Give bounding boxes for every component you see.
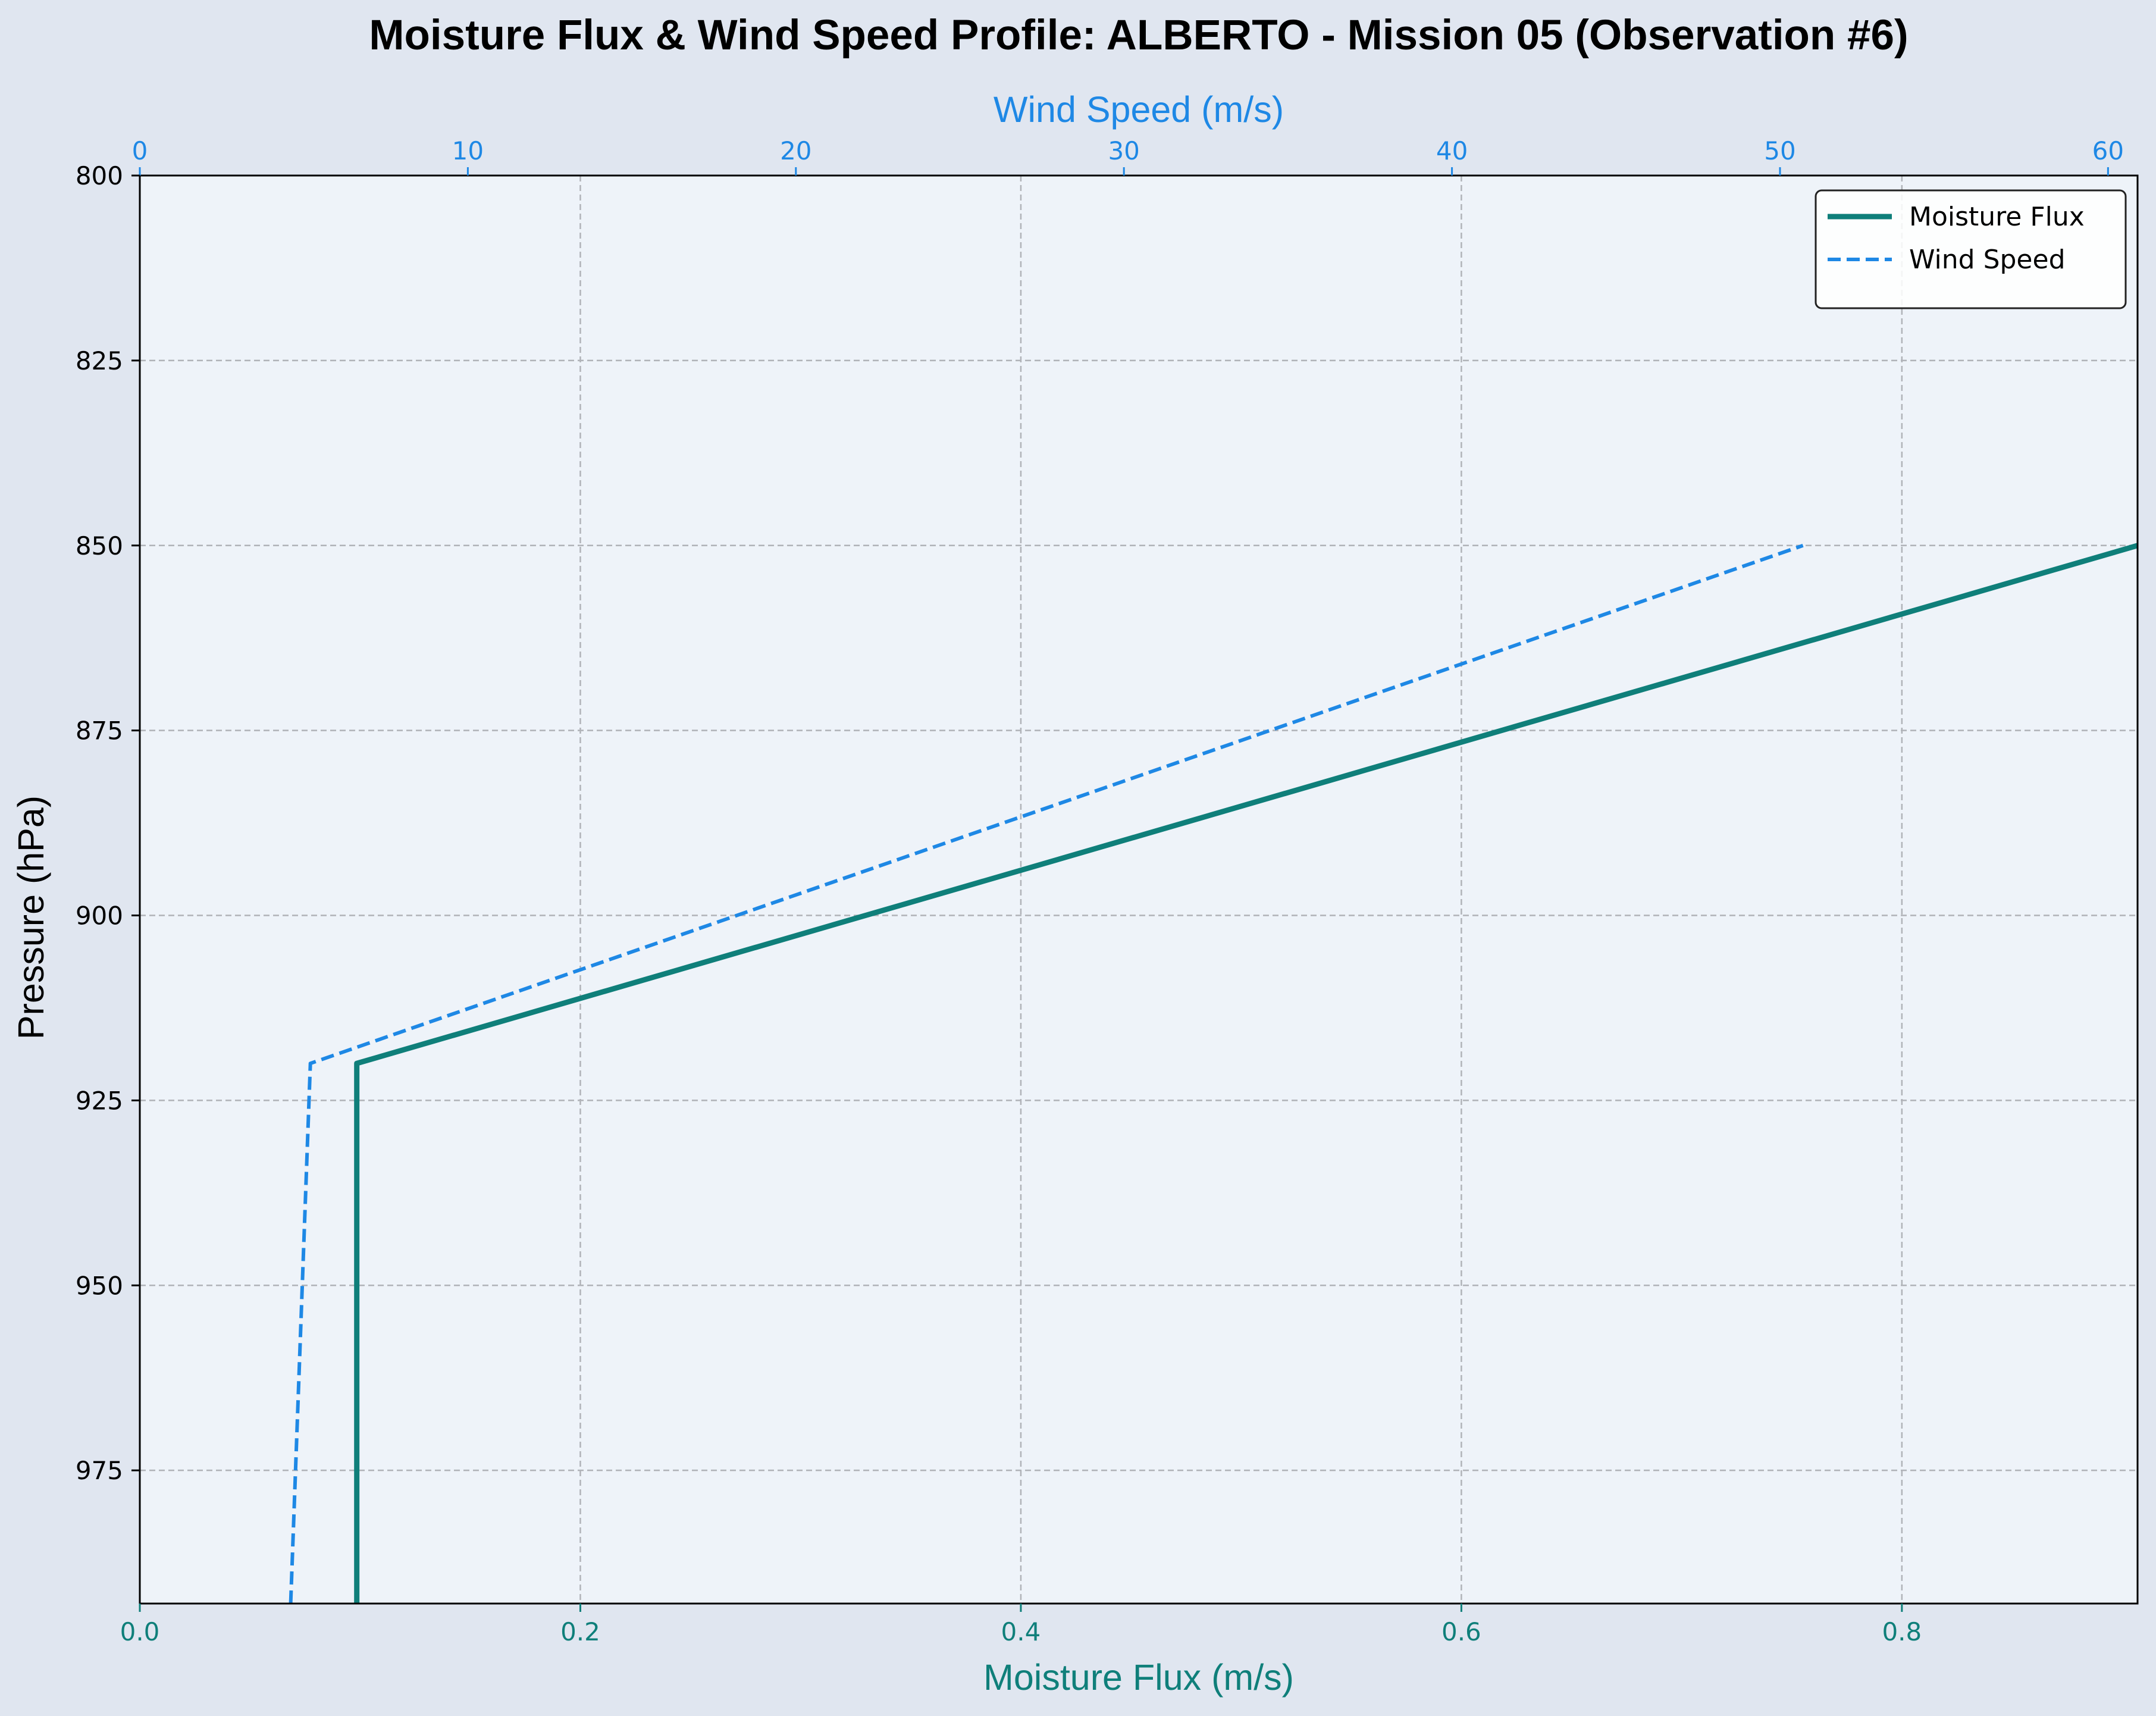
y-axis-title: Pressure (hPa) (11, 796, 51, 1039)
legend-label-moisture-flux: Moisture Flux (1909, 202, 2085, 232)
legend-box (1815, 189, 2127, 309)
x-tick-label: 0.4 (1001, 1617, 1041, 1646)
grid (140, 176, 2138, 1604)
x2-tick-label: 40 (1436, 136, 1468, 165)
x2-tick-label: 20 (780, 136, 811, 165)
series-layer (289, 543, 2139, 1604)
x2-tick-label: 60 (2092, 136, 2124, 165)
plot-area (140, 176, 2138, 1604)
x-axis-moisture-ticks: 0.0 0.2 0.4 0.6 0.8 (120, 1604, 1922, 1646)
y-tick-label: 925 (76, 1086, 123, 1115)
x-axis-title: Moisture Flux (m/s) (983, 1657, 1294, 1698)
x2-tick-label: 30 (1108, 136, 1139, 165)
y-tick-label: 975 (76, 1456, 123, 1485)
y-tick-label: 950 (76, 1271, 123, 1300)
y-tick-label: 825 (76, 346, 123, 375)
legend: Moisture Flux Wind Speed (1815, 189, 2127, 309)
x-tick-label: 0.8 (1882, 1617, 1922, 1646)
x2-axis-title: Wind Speed (m/s) (994, 89, 1284, 130)
y-tick-label: 900 (76, 901, 123, 931)
legend-label-wind-speed: Wind Speed (1909, 245, 2066, 275)
series-line-wind-speed (289, 543, 1804, 1604)
y-tick-label: 850 (76, 531, 123, 560)
x-tick-label: 0.6 (1441, 1617, 1481, 1646)
x-tick-label: 0.0 (120, 1617, 160, 1646)
x2-tick-label: 0 (132, 136, 148, 165)
x2-tick-label: 10 (452, 136, 484, 165)
chart-title: Moisture Flux & Wind Speed Profile: ALBE… (369, 12, 1908, 59)
series-line-moisture-flux (354, 543, 2139, 1604)
x-tick-label: 0.2 (560, 1617, 600, 1646)
y-tick-label: 800 (76, 161, 123, 190)
x-axis-wind-ticks: 0 10 20 30 40 50 60 (132, 136, 2124, 176)
x2-tick-label: 50 (1764, 136, 1795, 165)
y-axis-pressure-ticks: 800 825 850 875 900 925 950 975 (76, 161, 140, 1485)
y-tick-label: 875 (76, 716, 123, 746)
plot-frame (139, 174, 2139, 1605)
